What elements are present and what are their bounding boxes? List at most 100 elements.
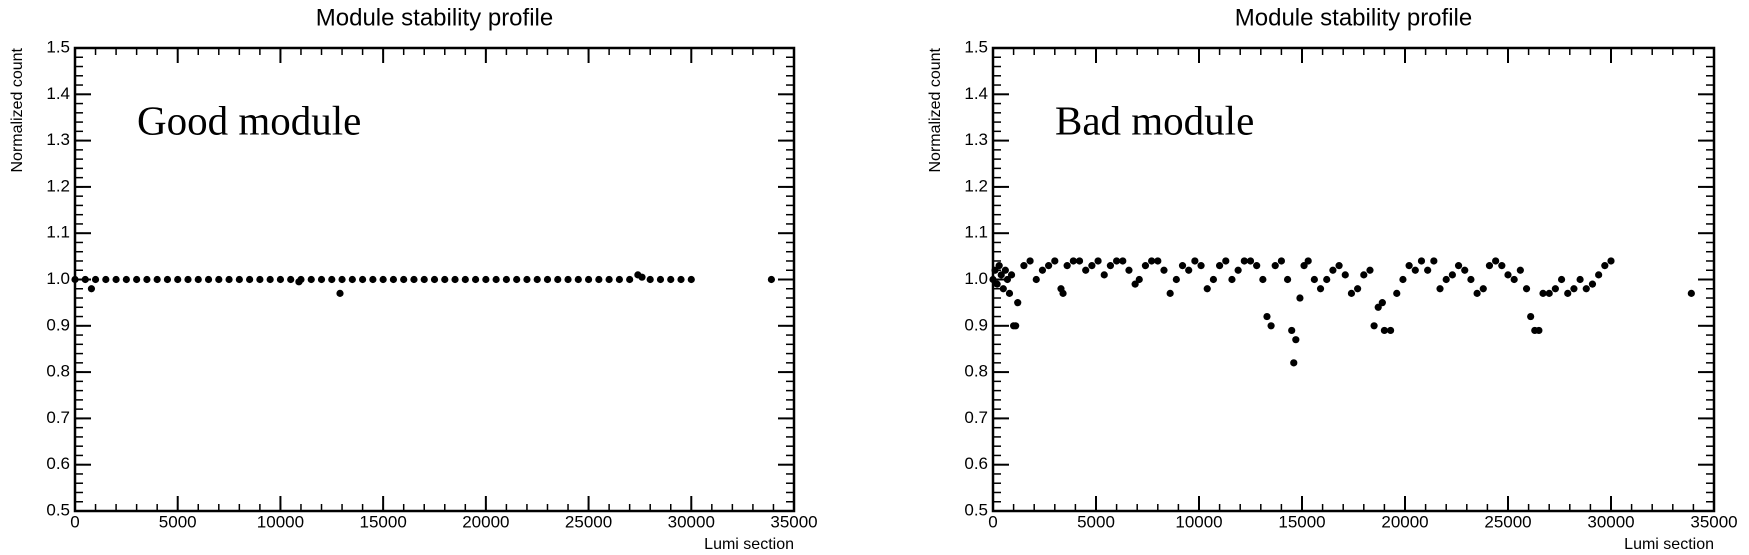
point — [1094, 257, 1102, 265]
point — [1370, 322, 1378, 330]
y-tick-label: 1.3 — [46, 130, 70, 149]
point — [1277, 257, 1285, 265]
point — [543, 275, 552, 284]
y-tick-label: 1.4 — [46, 84, 70, 103]
point — [1687, 289, 1695, 297]
point — [430, 275, 439, 284]
point — [677, 275, 685, 284]
point — [1216, 262, 1224, 270]
point — [1234, 266, 1242, 274]
point — [1360, 271, 1368, 279]
point — [1222, 257, 1230, 265]
point — [1203, 285, 1211, 293]
point — [328, 275, 336, 284]
x-tick-label: 0 — [988, 512, 997, 531]
point — [1467, 275, 1475, 284]
point — [1032, 275, 1040, 284]
point — [235, 275, 243, 284]
point — [441, 275, 449, 284]
point — [1290, 359, 1298, 367]
point — [999, 285, 1007, 293]
point — [1259, 275, 1267, 284]
x-tick-label: 0 — [70, 512, 79, 531]
point — [1479, 285, 1487, 293]
point — [615, 275, 623, 284]
point — [317, 275, 326, 284]
y-tick-label: 1.0 — [964, 269, 988, 288]
point — [1059, 289, 1067, 297]
point — [574, 275, 582, 284]
chart-title: Module stability profile — [316, 4, 553, 31]
y-tick-label: 1.5 — [964, 37, 988, 56]
point — [1197, 262, 1205, 270]
point — [1125, 266, 1133, 274]
y-tick-label: 1.3 — [964, 130, 988, 149]
point — [1131, 280, 1139, 288]
point — [1595, 271, 1603, 279]
x-tick-label: 25000 — [1484, 512, 1531, 531]
point — [1551, 285, 1559, 293]
annotation: Bad module — [1055, 97, 1254, 143]
point — [215, 275, 223, 284]
point — [1300, 262, 1308, 270]
point — [184, 275, 192, 284]
y-tick-label: 1.4 — [964, 84, 988, 103]
point — [1154, 257, 1162, 265]
point — [1271, 262, 1279, 270]
x-tick-label: 35000 — [770, 512, 817, 531]
point — [1430, 257, 1438, 265]
x-tick-label: 5000 — [1077, 512, 1115, 531]
point — [1012, 322, 1020, 330]
point — [1263, 312, 1271, 321]
y-tick-label: 0.9 — [46, 315, 70, 334]
point — [1160, 266, 1168, 274]
point — [1082, 266, 1090, 274]
x-axis-label: Lumi section — [704, 536, 794, 553]
point — [1393, 289, 1401, 297]
point — [1399, 275, 1407, 284]
point — [1240, 257, 1248, 265]
point — [295, 278, 303, 286]
point — [369, 275, 377, 284]
point — [638, 273, 646, 281]
point — [667, 275, 675, 284]
point — [1026, 257, 1034, 265]
point — [1088, 262, 1096, 270]
point — [1310, 275, 1318, 284]
point — [256, 275, 264, 284]
point — [400, 275, 408, 284]
point — [1522, 285, 1531, 293]
point — [71, 275, 79, 284]
point — [1570, 285, 1578, 293]
point — [1492, 257, 1500, 265]
point — [81, 275, 89, 284]
point — [122, 275, 130, 284]
point — [626, 275, 634, 284]
point — [1296, 294, 1304, 302]
x-tick-label: 30000 — [668, 512, 715, 531]
point — [1316, 285, 1325, 293]
point — [482, 275, 490, 284]
point — [1335, 262, 1343, 270]
y-tick-label: 0.6 — [964, 454, 988, 473]
point — [1063, 262, 1071, 270]
point — [1576, 275, 1584, 284]
point — [1292, 336, 1300, 344]
point — [1228, 275, 1236, 284]
point — [1374, 303, 1382, 311]
x-tick-label: 35000 — [1690, 512, 1737, 531]
point — [1366, 266, 1374, 274]
point — [338, 275, 346, 284]
point — [1329, 266, 1337, 274]
point — [1051, 257, 1059, 265]
point — [997, 271, 1005, 279]
y-tick-label: 0.5 — [964, 500, 988, 519]
y-tick-label: 1.2 — [46, 176, 70, 195]
point — [1380, 326, 1388, 335]
y-tick-label: 0.8 — [46, 362, 70, 381]
x-tick-label: 5000 — [159, 512, 197, 531]
point — [1141, 262, 1150, 270]
point — [91, 275, 100, 284]
point — [1113, 257, 1121, 265]
point — [1601, 262, 1609, 270]
